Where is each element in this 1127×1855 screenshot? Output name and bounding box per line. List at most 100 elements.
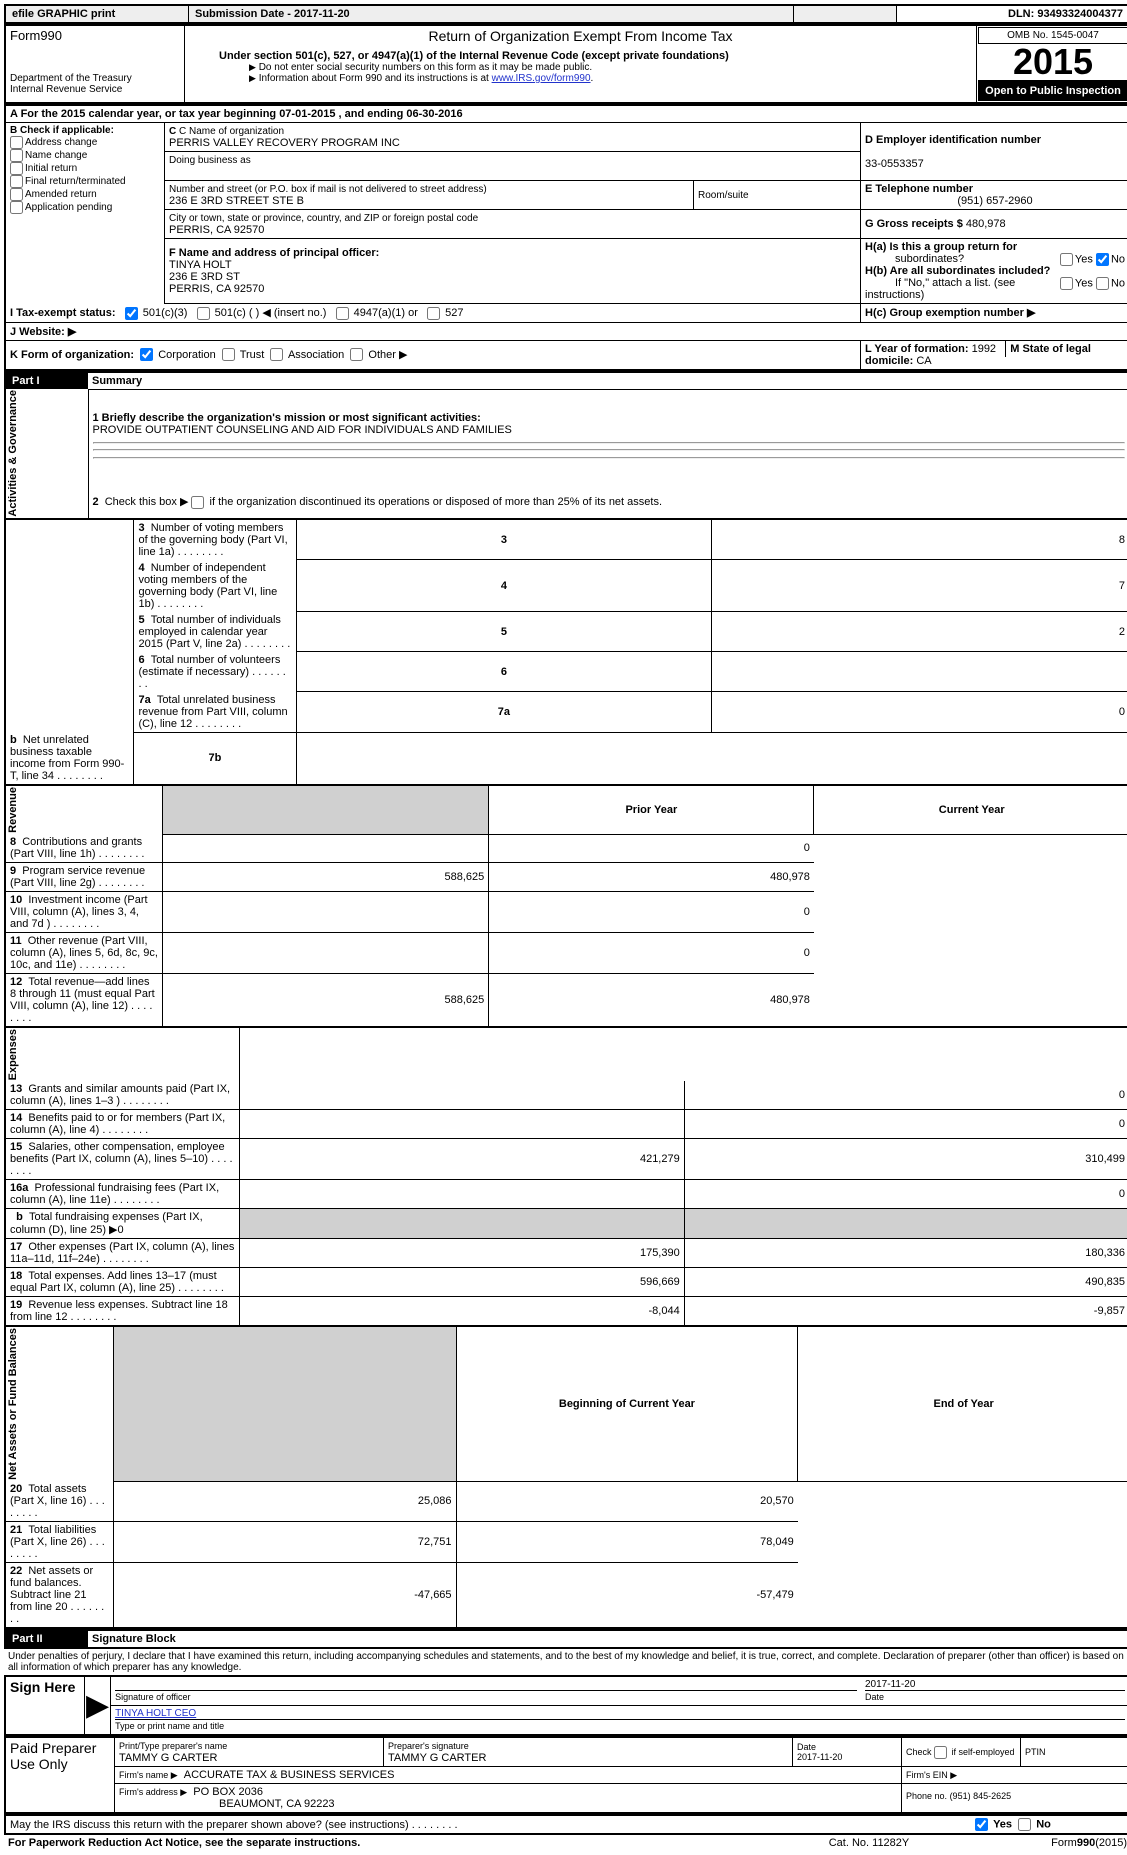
exp-row-prior [240,1110,685,1139]
prep-name-cell: Print/Type preparer's name TAMMY G CARTE… [115,1737,384,1767]
gov-row-text: 4 Number of independent voting members o… [134,560,296,612]
net-row-text: 22 Net assets or fund balances. Subtract… [5,1563,113,1629]
room-cell: Room/suite [694,181,861,210]
sig-type-label: Type or print name and title [115,1721,224,1731]
part1-label: Part I [5,372,88,390]
k-trust[interactable] [222,348,235,361]
gov-spacer [5,520,134,733]
catno: Cat. No. 11282Y [765,1835,973,1851]
firm-addr2: BEAUMONT, CA 92223 [119,1798,335,1810]
l-val: 1992 [972,343,996,355]
net-row-current: -57,479 [456,1563,798,1629]
firm-phone-cell: Phone no. (951) 845-2625 [902,1784,1127,1808]
gov-row-val [712,652,1127,692]
form-990: efile GRAPHIC print Submission Date - 20… [4,4,1127,24]
exp-row-text: 16a Professional fundraising fees (Part … [5,1180,240,1209]
firm-phone-label: Phone no. [906,1791,947,1801]
net-row-current: 78,049 [456,1522,798,1563]
b-checkbox-cell: B Check if applicable: Address change Na… [5,123,165,304]
irs-link[interactable]: www.IRS.gov/form990 [492,73,591,84]
ha-yes[interactable] [1060,253,1073,266]
g-label: G Gross receipts $ [865,218,963,230]
sub1: Do not enter social security numbers on … [189,62,972,73]
net-row-prior: 25,086 [113,1481,456,1522]
exp-row-prior: 175,390 [240,1239,685,1268]
gov-row-text: b Net unrelated business taxable income … [5,732,134,785]
hc-cell: H(c) Group exemption number ▶ [861,304,1127,323]
hb-no[interactable] [1096,277,1109,290]
sig-name-link[interactable]: TINYA HOLT CEO [115,1708,196,1719]
i-501c3[interactable] [125,307,138,320]
exp-row-grey-c [684,1209,1127,1239]
cb-app-pending[interactable] [10,201,23,214]
cb-name-change[interactable] [10,149,23,162]
prep-name-label: Print/Type preparer's name [119,1741,227,1751]
city-cell: City or town, state or province, country… [165,210,861,239]
discuss-no[interactable] [1018,1818,1031,1831]
f-city: PERRIS, CA 92570 [169,283,264,295]
gov-row-val [296,732,712,785]
j-label: J Website: ▶ [10,326,76,338]
k-assoc[interactable] [270,348,283,361]
fin-row-text: 11 Other revenue (Part VIII, column (A),… [5,933,163,974]
i-501c[interactable] [197,307,210,320]
h-cell: H(a) Is this a group return for subordin… [861,239,1127,304]
fin-row-prior [163,892,489,933]
vlabel-exp: Expenses [5,1028,240,1081]
net-row-current: 20,570 [456,1481,798,1522]
d-label: D Employer identification number [865,134,1041,146]
cb-amended[interactable] [10,188,23,201]
k-corp[interactable] [140,348,153,361]
declaration: Under penalties of perjury, I declare th… [4,1649,1127,1675]
q2-cb[interactable] [191,496,204,509]
discuss-text: May the IRS discuss this return with the… [5,1815,971,1834]
vlabel-gov: Activities & Governance [5,389,88,519]
q1-label: 1 Briefly describe the organization's mi… [93,412,481,424]
cb-address-change[interactable] [10,136,23,149]
net-row-prior: -47,665 [113,1563,456,1629]
vlabel-net: Net Assets or Fund Balances [5,1327,113,1481]
prep-date: 2017-11-20 [797,1752,842,1762]
sig-officer-label: Signature of officer [115,1692,190,1702]
prep-sig-cell: Preparer's signature TAMMY G CARTER [384,1737,793,1767]
gov-row-val: 2 [712,612,1127,652]
b-label: B Check if applicable: [10,125,114,136]
cb-initial-return[interactable] [10,162,23,175]
exp-row-prior: -8,044 [240,1297,685,1327]
cb-final-return[interactable] [10,175,23,188]
cb-self-employed[interactable] [934,1746,947,1759]
hc-label: H(c) Group exemption number ▶ [865,307,1035,319]
sig-name-cell: TINYA HOLT CEO Type or print name and ti… [111,1706,1127,1736]
k-other[interactable] [350,348,363,361]
sub2: Information about Form 990 and its instr… [189,73,972,84]
i-527[interactable] [427,307,440,320]
gov-row-val: 0 [712,692,1127,733]
ha-sub: subordinates? [865,253,964,265]
f-name: TINYA HOLT [169,259,232,271]
part1-title: Summary [92,375,142,387]
k-label: K Form of organization: [10,349,134,361]
fin-row-prior: 588,625 [163,863,489,892]
sig-officer-cell: Signature of officer [111,1676,861,1706]
gov-rows: 3 Number of voting members of the govern… [4,520,1127,787]
firm-phone: (951) 845-2625 [950,1791,1012,1801]
gov-row-val: 8 [712,520,1127,560]
street-cell: Number and street (or P.O. box if mail i… [165,181,694,210]
g-cell: G Gross receipts $ 480,978 [861,210,1127,239]
exp-row-text: 17 Other expenses (Part IX, column (A), … [5,1239,240,1268]
ein: 33-0553357 [865,158,924,170]
d-cell: D Employer identification number 33-0553… [861,123,1127,181]
fin-row-text: 10 Investment income (Part VIII, column … [5,892,163,933]
fin-row-text: 9 Program service revenue (Part VIII, li… [5,863,163,892]
discuss-yes[interactable] [975,1818,988,1831]
sign-here: Sign Here [10,1679,75,1695]
i-4947[interactable] [336,307,349,320]
f-cell: F Name and address of principal officer:… [165,239,861,304]
omb-year-cell: OMB No. 1545-0047 2015 Open to Public In… [977,25,1127,103]
ha-no[interactable] [1096,253,1109,266]
m-val: CA [916,355,931,367]
hb-yes[interactable] [1060,277,1073,290]
gov-row-key: 5 [296,612,712,652]
f-label: F Name and address of principal officer: [169,247,379,259]
gov-row-key: 4 [296,560,712,612]
